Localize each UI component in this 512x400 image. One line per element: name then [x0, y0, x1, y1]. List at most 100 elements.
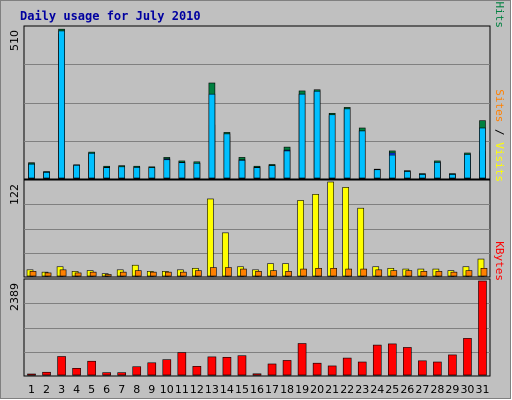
day-label-30: 30 [460, 383, 474, 396]
bar-sites-day-14 [225, 267, 232, 277]
day-label-12: 12 [190, 383, 204, 396]
bar-pages-day-21 [328, 114, 336, 179]
bar-sites-day-7 [119, 271, 127, 277]
day-label-27: 27 [415, 383, 429, 396]
panel-axis-max-label: 122 [8, 184, 21, 205]
bar-sites-day-21 [330, 267, 337, 277]
panel-plot-area [23, 25, 491, 180]
day-label-5: 5 [88, 383, 95, 396]
bar-pages-day-14 [223, 133, 231, 179]
bar-pages-day-10 [163, 159, 171, 179]
bar-kbytes-day-8 [132, 366, 142, 376]
day-label-10: 10 [160, 383, 174, 396]
day-label-9: 9 [148, 383, 155, 396]
bar-sites-day-8 [134, 270, 142, 277]
bar-sites-day-17 [270, 270, 277, 277]
bar-visits-day-21 [327, 181, 334, 277]
legend-entry: Hits [493, 2, 506, 29]
bar-pages-day-29 [449, 174, 456, 179]
bar-kbytes-day-26 [403, 347, 412, 376]
bar-kbytes-day-25 [387, 343, 397, 376]
day-label-6: 6 [103, 383, 110, 396]
panel-axis-max-label: 2389 [8, 283, 21, 311]
bar-kbytes-day-24 [372, 344, 382, 376]
bar-sites-day-20 [315, 267, 322, 277]
bar-pages-day-4 [73, 165, 80, 179]
bar-pages-day-12 [193, 162, 201, 179]
bar-kbytes-day-11 [177, 352, 187, 376]
bar-pages-day-5 [88, 152, 95, 179]
bar-sites-day-19 [300, 268, 307, 277]
bar-pages-day-1 [28, 163, 35, 179]
bar-kbytes-day-3 [57, 356, 66, 376]
day-label-17: 17 [265, 383, 279, 396]
bar-kbytes-day-5 [87, 360, 96, 376]
bar-pages-day-30 [464, 154, 471, 179]
panel-axis-max-label: 510 [8, 30, 21, 51]
bar-pages-day-16 [253, 167, 261, 179]
bar-kbytes-day-16 [252, 373, 262, 376]
bar-kbytes-day-1 [27, 373, 36, 376]
day-label-25: 25 [385, 383, 399, 396]
day-label-22: 22 [340, 383, 354, 396]
bar-kbytes-day-4 [72, 368, 81, 376]
bar-pages-day-9 [148, 167, 156, 179]
bar-kbytes-day-14 [222, 356, 232, 376]
legend-entry: Visits [493, 142, 506, 182]
bar-pages-day-3 [58, 30, 65, 179]
bar-sites-day-2 [44, 272, 52, 277]
bar-visits-day-20 [312, 194, 319, 277]
bar-sites-day-13 [210, 267, 217, 277]
legend-entry: / [493, 122, 506, 142]
day-label-16: 16 [250, 383, 264, 396]
bar-sites-day-23 [360, 268, 368, 277]
bar-pages-day-23 [358, 130, 366, 179]
bar-kbytes-day-10 [162, 359, 172, 376]
panel-plot-area [23, 179, 491, 278]
day-label-8: 8 [133, 383, 140, 396]
bar-sites-day-11 [180, 271, 187, 277]
bar-pages-day-31 [479, 127, 486, 179]
bar-kbytes-day-30 [463, 338, 472, 376]
bar-sites-day-31 [480, 267, 488, 277]
bar-kbytes-day-12 [192, 366, 202, 376]
day-labels: 1 2 3 4 5 6 7 8 9 10 11 12 13 14 15 16 17 18 19 20 21 22 23 24 2… [28, 383, 489, 396]
day-label-15: 15 [235, 383, 249, 396]
bar-sites-day-27 [420, 271, 428, 277]
series-pages [28, 30, 486, 179]
day-label-18: 18 [280, 383, 294, 396]
bar-pages-day-24 [373, 169, 381, 179]
panel-legend: Pages / Files / Hits [493, 0, 506, 28]
bar-pages-day-17 [268, 165, 276, 179]
panel-visits_sites: 122 Sites / Visits [8, 89, 506, 278]
bar-sites-day-26 [405, 270, 413, 277]
day-label-3: 3 [58, 383, 65, 396]
legend-entry: KBytes [493, 241, 506, 281]
bar-visits-day-23 [357, 207, 365, 277]
legend-entry: / [493, 0, 506, 2]
bar-kbytes-day-18 [282, 360, 292, 376]
panel-kbytes: 2389 KBytes [8, 241, 506, 377]
panel-legend: Sites / Visits [493, 89, 506, 182]
bar-sites-day-4 [74, 272, 82, 277]
day-label-29: 29 [445, 383, 459, 396]
bar-sites-day-28 [435, 271, 443, 277]
day-label-31: 31 [475, 383, 489, 396]
day-label-7: 7 [118, 383, 125, 396]
bar-kbytes-day-17 [267, 363, 277, 376]
bar-kbytes-day-6 [102, 372, 111, 376]
day-label-20: 20 [310, 383, 324, 396]
bar-pages-day-6 [103, 167, 110, 179]
panel-hits_files_pages: 510 Pages / Files / Hits [8, 0, 506, 180]
bar-visits-day-22 [342, 187, 349, 277]
bar-pages-day-8 [133, 167, 141, 179]
bar-visits-day-19 [297, 200, 304, 277]
bar-sites-day-18 [285, 271, 292, 277]
day-label-23: 23 [355, 383, 369, 396]
bar-kbytes-day-21 [327, 365, 337, 376]
day-label-2: 2 [43, 383, 50, 396]
bar-sites-day-30 [465, 270, 473, 277]
legend-entry: Sites [493, 89, 506, 122]
panel-legend: KBytes [493, 241, 506, 281]
day-label-26: 26 [400, 383, 414, 396]
